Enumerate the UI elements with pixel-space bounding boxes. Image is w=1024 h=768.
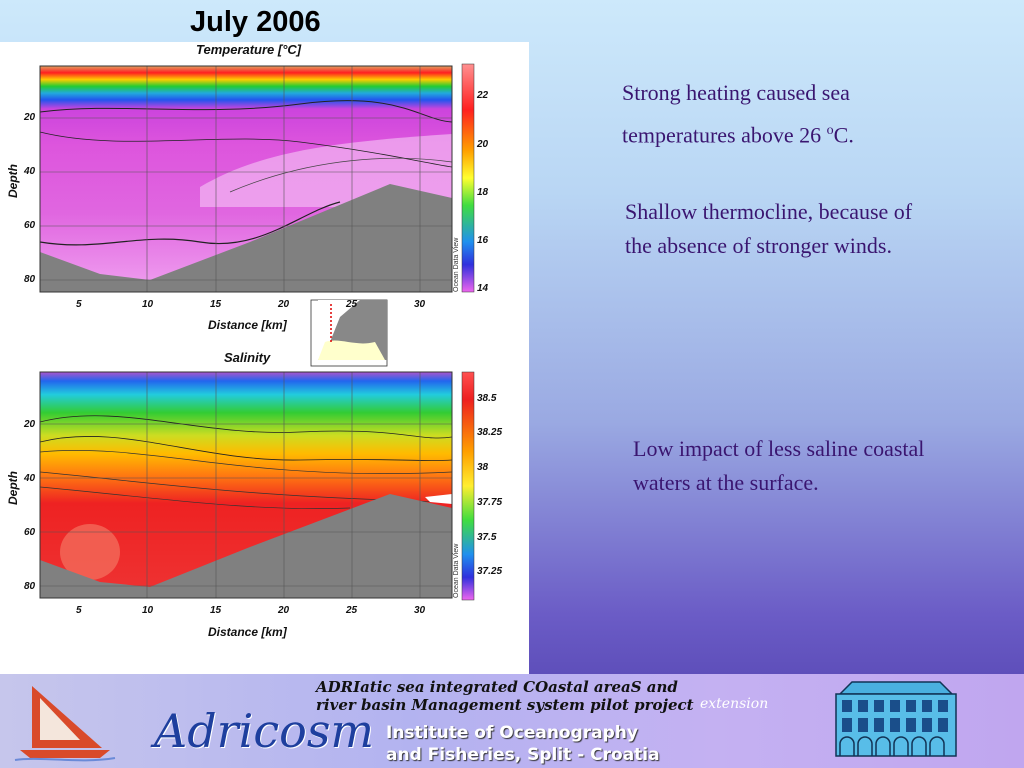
banner-extension: extension [700, 696, 769, 712]
temperature-x-tick: 15 [210, 299, 222, 310]
salinity-y-tick: 60 [24, 527, 36, 538]
odv-watermark: Ocean Data View [453, 237, 460, 292]
note-heating: Strong heating caused sea temperatures a… [622, 74, 854, 154]
salinity-x-tick: 25 [346, 605, 358, 616]
temperature-colorbar-tick: 20 [477, 139, 489, 150]
note-thermocline-line2: the absence of stronger winds. [625, 233, 892, 258]
institute-building-icon [835, 681, 957, 757]
temperature-y-tick: 80 [24, 274, 36, 285]
temperature-y-tick: 60 [24, 220, 36, 231]
note-salinity-line1: Low impact of less saline coastal [633, 436, 925, 461]
institute-line2: and Fisheries, Split - Croatia [386, 745, 660, 765]
banner-line1: ADRIatic sea integrated COastal areaS an… [316, 678, 678, 696]
salinity-y-tick: 80 [24, 581, 36, 592]
temperature-x-tick: 5 [76, 299, 82, 310]
figure-panel: Temperature [°C] [0, 42, 529, 674]
temperature-x-tick: 10 [142, 299, 154, 310]
adricosm-banner: ADRIatic sea integrated COastal areaS an… [0, 674, 1024, 768]
salinity-colorbar-tick: 37.75 [477, 497, 503, 508]
salinity-x-tick: 5 [76, 605, 82, 616]
salinity-colorbar-tick: 37.5 [477, 532, 497, 543]
salinity-colorbar-tick: 38 [477, 462, 489, 473]
sailboat-icon [14, 686, 116, 762]
temperature-y-axis-label: Depth [6, 164, 20, 198]
salinity-colorbar-tick: 38.25 [477, 427, 503, 438]
note-thermocline-line1: Shallow thermocline, because of [625, 199, 913, 224]
slide-title: July 2006 [190, 6, 321, 38]
salinity-y-axis-label: Depth [6, 471, 20, 505]
note-heating-line1: Strong heating caused sea [622, 80, 850, 105]
temperature-plot-title: Temperature [°C] [196, 42, 302, 57]
salinity-x-tick: 10 [142, 605, 154, 616]
temperature-x-tick: 20 [278, 299, 290, 310]
salinity-x-tick: 30 [414, 605, 426, 616]
salinity-plot-title: Salinity [224, 350, 271, 365]
salinity-y-tick: 40 [24, 473, 36, 484]
temperature-y-tick: 40 [24, 166, 36, 177]
note-salinity: Low impact of less saline coastal waters… [633, 432, 924, 500]
degree-superscript: o [826, 123, 834, 138]
institute-name: Institute of Oceanography and Fisheries,… [386, 722, 660, 766]
salinity-y-tick: 20 [24, 419, 36, 430]
institute-line1: Institute of Oceanography [386, 723, 638, 743]
temperature-section-plot [39, 63, 475, 601]
salinity-x-tick: 15 [210, 605, 222, 616]
note-heating-line2: temperatures above 26 oC. [622, 112, 854, 154]
note-heating-text: temperatures above 26 [622, 122, 827, 148]
banner-line2: river basin Management system pilot proj… [316, 696, 694, 714]
odv-watermark: Ocean Data View [453, 543, 460, 598]
note-salinity-line2: waters at the surface. [633, 470, 819, 495]
temperature-x-tick: 30 [414, 299, 426, 310]
temperature-colorbar-tick: 14 [477, 283, 489, 294]
temperature-colorbar-tick: 16 [477, 235, 489, 246]
salinity-x-tick: 20 [278, 605, 290, 616]
temperature-colorbar-tick: 22 [477, 90, 489, 101]
temperature-y-tick: 20 [24, 112, 36, 123]
temperature-x-axis-label: Distance [km] [208, 318, 287, 332]
adricosm-logo: Adricosm [154, 704, 375, 758]
temperature-x-tick: 25 [346, 299, 358, 310]
salinity-x-axis-label: Distance [km] [208, 625, 287, 639]
note-thermocline: Shallow thermocline, because of the abse… [625, 195, 912, 263]
note-heating-unit: C. [833, 122, 854, 148]
salinity-colorbar-tick: 38.5 [477, 393, 497, 404]
banner-project-text: ADRIatic sea integrated COastal areaS an… [316, 678, 694, 714]
temperature-colorbar-tick: 18 [477, 187, 489, 198]
salinity-colorbar-tick: 37.25 [477, 566, 503, 577]
